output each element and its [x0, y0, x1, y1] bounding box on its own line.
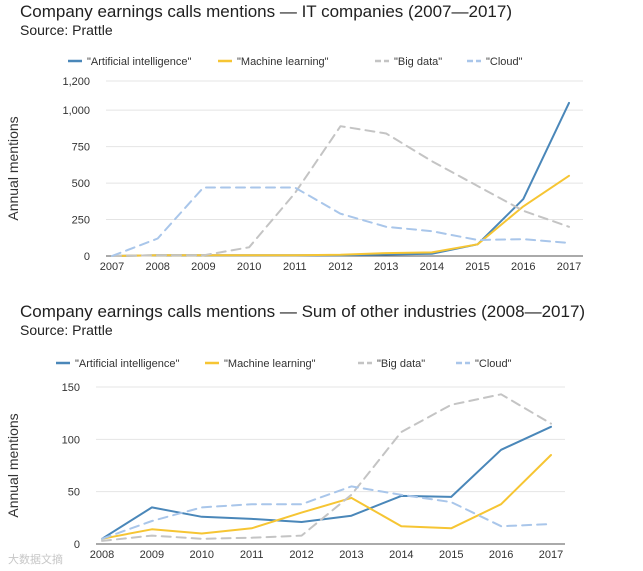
y-tick-label: 150 — [62, 382, 80, 394]
y-tick-label: 50 — [68, 487, 80, 499]
legend-label: "Cloud" — [486, 56, 523, 68]
x-tick-label: 2016 — [489, 549, 513, 561]
y-axis-label: Annual mentions — [5, 413, 21, 517]
legend-label: "Machine learning" — [237, 56, 329, 68]
x-tick-label: 2012 — [289, 549, 313, 561]
line-chart-it-companies: 0 250 500 750 1,000 1,200 2007 2008 2009 2010 2011… — [5, 56, 583, 273]
watermark-text: 大数据文摘 — [8, 554, 63, 566]
x-tick-label: 2011 — [283, 261, 307, 273]
x-tick-label: 2014 — [389, 549, 413, 561]
x-tick-label: 2015 — [439, 549, 463, 561]
y-tick-label: 250 — [72, 215, 90, 227]
y-tick-label: 1,200 — [62, 76, 90, 88]
series-line-machine-learning — [111, 174, 570, 257]
chart-title: Company earnings calls mentions — Sum of… — [20, 302, 586, 321]
line-chart-other-industries: 0 50 100 150 2008 2009 2010 2011 2012 2013 2014 201… — [5, 358, 565, 561]
series-line-cloud — [101, 485, 552, 540]
x-tick-label: 2013 — [374, 261, 398, 273]
series-line-machine-learning — [101, 454, 552, 540]
chart-panel-other-industries: Company earnings calls mentions — Sum of… — [0, 300, 643, 571]
x-tick-label: 2010 — [190, 549, 214, 561]
x-tick-label: 2007 — [100, 261, 124, 273]
legend-label: "Artificial intelligence" — [87, 56, 192, 68]
x-tick-label: 2013 — [339, 549, 363, 561]
y-tick-label: 100 — [62, 434, 80, 446]
y-tick-label: 750 — [72, 142, 90, 154]
x-tick-label: 2010 — [237, 261, 261, 273]
series-line-big-data — [111, 125, 570, 257]
y-tick-label: 500 — [72, 178, 90, 190]
x-tick-label: 2012 — [328, 261, 352, 273]
legend-label: "Machine learning" — [224, 358, 316, 370]
y-tick-label: 1,000 — [62, 105, 90, 117]
series-line-cloud — [111, 186, 570, 257]
chart-title: Company earnings calls mentions — IT com… — [20, 2, 512, 21]
x-tick-label: 2017 — [557, 261, 581, 273]
legend-label: "Big data" — [377, 358, 425, 370]
y-axis-label: Annual mentions — [5, 116, 21, 220]
series-line-artificial-intelligence — [101, 425, 552, 540]
y-tick-label: 0 — [74, 539, 80, 551]
chart-source: Source: Prattle — [20, 322, 113, 338]
x-tick-label: 2017 — [539, 549, 563, 561]
x-tick-label: 2009 — [140, 549, 164, 561]
legend-label: "Artificial intelligence" — [75, 358, 180, 370]
legend-label: "Cloud" — [475, 358, 512, 370]
series-line-big-data — [101, 393, 552, 542]
x-tick-label: 2015 — [465, 261, 489, 273]
chart-source: Source: Prattle — [20, 22, 113, 38]
x-tick-label: 2009 — [191, 261, 215, 273]
x-tick-label: 2008 — [145, 261, 169, 273]
y-tick-label: 0 — [84, 251, 90, 263]
x-tick-label: 2011 — [240, 549, 264, 561]
x-tick-label: 2016 — [511, 261, 535, 273]
chart-panel-it-companies: Company earnings calls mentions — IT com… — [0, 0, 643, 285]
x-tick-label: 2014 — [420, 261, 444, 273]
x-tick-label: 2008 — [90, 549, 114, 561]
legend-label: "Big data" — [394, 56, 442, 68]
